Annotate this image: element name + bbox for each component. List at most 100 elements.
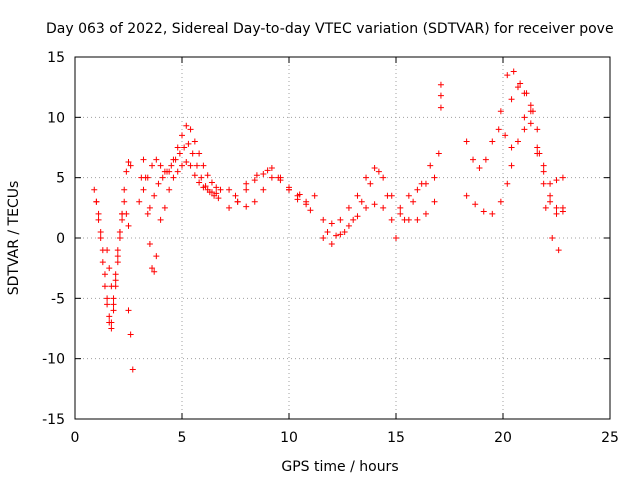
data-point [371, 165, 378, 172]
data-point [521, 126, 528, 133]
series-arc-19 [508, 84, 566, 217]
data-point [179, 132, 185, 139]
data-point [108, 283, 115, 290]
data-point [489, 210, 496, 217]
data-point [97, 235, 104, 241]
data-point [384, 192, 391, 199]
data-point [470, 156, 477, 163]
data-point [320, 235, 327, 241]
data-point [243, 180, 250, 187]
data-point [337, 231, 344, 238]
data-point [401, 216, 408, 223]
data-point [253, 172, 260, 179]
data-point [110, 307, 117, 314]
data-point [153, 156, 160, 163]
y-tick-label: 5 [56, 171, 65, 187]
data-point [437, 104, 444, 111]
data-point [153, 253, 160, 260]
data-point [204, 186, 211, 193]
series-arc-4 [125, 307, 136, 373]
data-point [196, 150, 203, 157]
data-point [140, 156, 147, 163]
data-point [104, 301, 111, 308]
data-point [427, 162, 434, 169]
data-point [559, 174, 566, 181]
data-point [144, 210, 151, 217]
data-point [95, 216, 102, 223]
data-point [125, 158, 132, 165]
data-point [472, 201, 479, 208]
series-arc-17 [463, 108, 566, 217]
data-point [508, 162, 515, 169]
data-point [106, 313, 113, 320]
y-tick-label: -15 [42, 412, 65, 428]
data-point [268, 174, 275, 181]
data-point [149, 162, 156, 169]
data-point [345, 204, 352, 211]
data-point [534, 144, 541, 151]
data-point [517, 80, 524, 87]
data-point [514, 84, 521, 91]
data-point [435, 150, 442, 157]
y-tick-label: -5 [51, 291, 65, 307]
data-point [200, 184, 207, 191]
data-point [534, 126, 541, 133]
data-point [303, 198, 310, 205]
data-point [172, 156, 179, 163]
data-point [508, 96, 515, 103]
x-tick-label: 0 [71, 430, 80, 446]
data-point [149, 265, 156, 272]
data-point [121, 186, 128, 193]
data-point [166, 186, 173, 193]
data-point [112, 271, 119, 278]
data-point [110, 301, 117, 308]
axes: 0 5 10 15 20 25 -15 -10 -5 0 5 10 15 [42, 50, 619, 446]
data-point [125, 222, 132, 229]
data-point [555, 247, 562, 254]
data-point [328, 220, 335, 227]
series-arc-7 [146, 140, 222, 211]
data-point [198, 174, 205, 181]
data-point [529, 108, 536, 115]
data-point [123, 168, 130, 175]
data-point [510, 68, 517, 75]
y-tick-label: -10 [42, 352, 65, 368]
data-point [275, 174, 282, 181]
data-point [104, 295, 111, 302]
data-point [127, 331, 134, 338]
data-point [157, 216, 164, 223]
data-point [375, 168, 382, 175]
data-point [127, 162, 134, 169]
data-point [328, 241, 335, 248]
data-point [521, 114, 528, 121]
data-point [559, 208, 566, 215]
data-point [93, 198, 100, 205]
data-point [193, 162, 200, 169]
data-point [363, 204, 370, 211]
data-point [119, 210, 126, 217]
data-point [213, 184, 220, 191]
data-point [521, 90, 528, 97]
data-point [418, 180, 425, 187]
data-point [140, 186, 147, 193]
data-point [380, 174, 387, 181]
data-point [189, 150, 196, 157]
data-point [183, 158, 190, 165]
data-point [95, 210, 102, 217]
data-point [320, 216, 327, 223]
data-point [463, 138, 470, 145]
x-tick-label: 5 [178, 430, 187, 446]
data-point [114, 259, 121, 266]
data-point [116, 228, 123, 235]
data-point [527, 102, 534, 109]
data-point [110, 295, 117, 302]
data-point [371, 201, 378, 208]
data-point [226, 186, 233, 193]
data-point [144, 174, 151, 181]
data-point [354, 213, 361, 220]
data-point [232, 192, 239, 199]
data-point [251, 177, 258, 184]
data-point [191, 172, 198, 179]
data-point [437, 92, 444, 99]
data-point [437, 81, 444, 88]
